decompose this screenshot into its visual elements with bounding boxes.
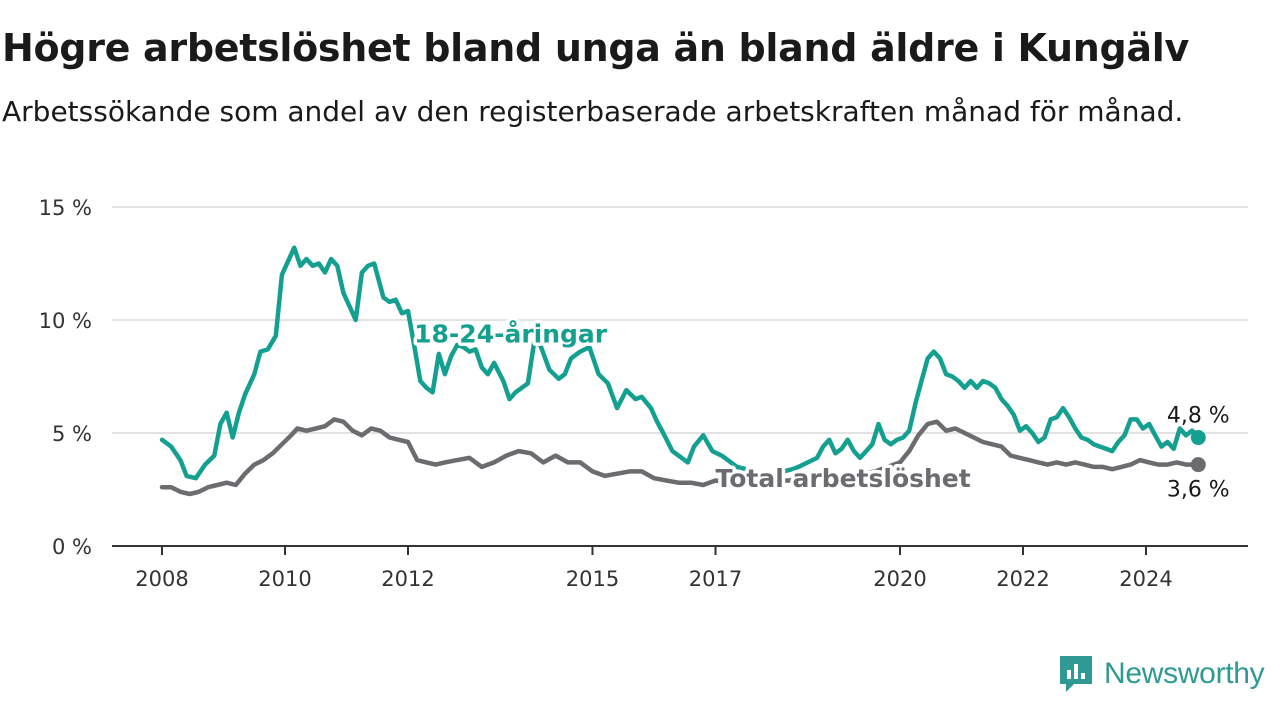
newsworthy-logo-icon [1060,656,1092,692]
series-lines [159,245,1206,497]
x-tick-label: 2010 [258,567,311,591]
chart-title: Högre arbetslöshet bland unga än bland ä… [2,26,1189,70]
x-tick-label: 2020 [873,567,926,591]
x-tick-label: 2024 [1119,567,1172,591]
x-tick-label: 2008 [135,567,188,591]
grid-lines [112,206,1248,434]
end-value-label: 3,6 % [1167,478,1230,503]
series-name-label: Total arbetslöshet [716,464,971,493]
end-point-marker [1190,457,1206,473]
y-axis-labels: 0 % 5 % 10 % 15 % [39,196,92,559]
series-line [159,245,1201,481]
x-tick-label: 2017 [689,567,742,591]
series-name-halo: Total arbetslöshet [716,464,971,493]
newsworthy-brand: Newsworthy [1058,654,1265,694]
series-name-halo: 18-24-åringar [414,320,608,349]
chart-subtitle: Arbetssökande som andel av den registerb… [2,95,1184,128]
series-line [159,417,1201,497]
end-value-label: 4,8 % [1167,404,1230,429]
brand-name: Newsworthy [1104,657,1265,690]
end-point-marker [1190,430,1206,446]
x-tick-label: 2015 [566,567,619,591]
y-tick-label: 0 % [52,535,92,559]
x-axis: 2008 2010 2012 2015 2017 2020 2022 2024 [112,545,1248,591]
y-tick-label: 10 % [39,309,92,333]
x-tick-label: 2022 [996,567,1049,591]
series-name-label: 18-24-åringar [414,320,608,349]
y-tick-label: 15 % [39,196,92,220]
x-tick-label: 2012 [381,567,434,591]
y-tick-label: 5 % [52,422,92,446]
